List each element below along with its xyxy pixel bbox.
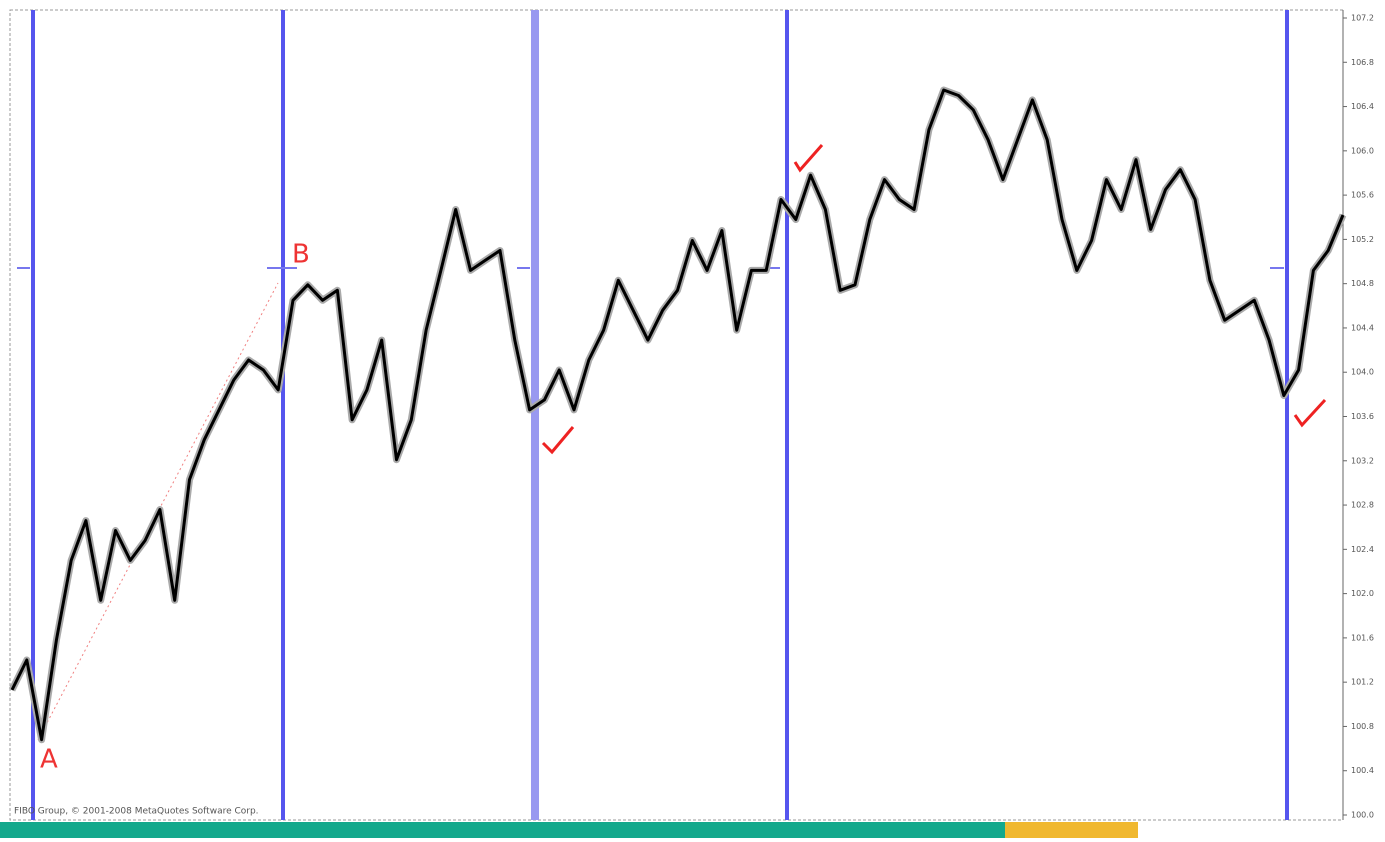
y-tick-label: 100.0	[1351, 811, 1374, 820]
status-bar	[0, 822, 1005, 838]
y-tick-label: 107.2	[1351, 14, 1374, 23]
check-mark	[1293, 398, 1327, 428]
y-tick-label: 101.2	[1351, 678, 1374, 687]
y-tick-label: 106.8	[1351, 58, 1374, 67]
check-mark	[793, 144, 824, 173]
y-tick-label: 103.6	[1351, 412, 1374, 421]
plot-frame	[9, 9, 1344, 821]
y-tick-label: 104.4	[1351, 323, 1374, 332]
price-line	[10, 88, 1345, 742]
y-tick-label: 100.4	[1351, 766, 1374, 775]
check-marks	[541, 144, 1327, 455]
y-tick-label: 101.6	[1351, 633, 1374, 642]
copyright: FIBO Group, © 2001-2008 MetaQuotes Softw…	[14, 807, 259, 817]
y-tick-label: 106.4	[1351, 102, 1374, 111]
y-tick-label: 105.2	[1351, 235, 1374, 244]
period-lines	[31, 10, 1289, 820]
y-tick-label: 104.8	[1351, 279, 1374, 288]
point-label: B	[292, 240, 310, 270]
y-tick-label: 100.8	[1351, 722, 1374, 731]
y-tick-label: 106.0	[1351, 146, 1374, 155]
y-tick-label: 103.2	[1351, 456, 1374, 465]
y-tick-label: 105.6	[1351, 191, 1374, 200]
y-tick-label: 102.0	[1351, 589, 1374, 598]
y-tick-label: 102.8	[1351, 501, 1374, 510]
check-mark	[541, 426, 575, 455]
y-tick-label: 102.4	[1351, 545, 1374, 554]
y-tick-label: 104.0	[1351, 368, 1374, 377]
point-label: A	[40, 745, 58, 775]
status-bar-accent	[1005, 822, 1138, 838]
ab-line	[37, 282, 279, 741]
